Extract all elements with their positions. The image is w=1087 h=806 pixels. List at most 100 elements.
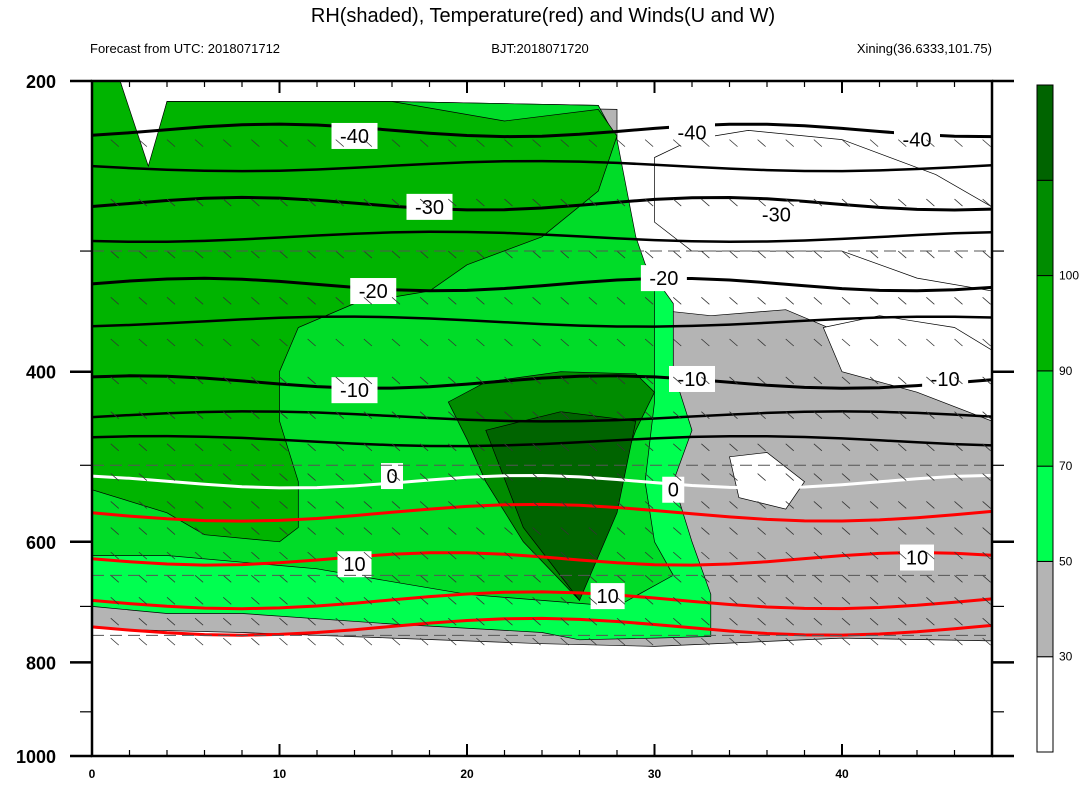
- wind-barb: [785, 443, 795, 452]
- wind-barb: [532, 250, 541, 259]
- wind-barb: [307, 637, 316, 646]
- wind-barb: [672, 473, 682, 481]
- wind-barb: [757, 551, 766, 560]
- wind-barb: [476, 575, 485, 583]
- wind-barb: [335, 297, 345, 305]
- wind-barb: [701, 250, 710, 259]
- wind-barb: [110, 637, 120, 646]
- wind-barb: [644, 527, 654, 535]
- wind-barb: [813, 250, 823, 259]
- wind-barb: [926, 297, 935, 305]
- wind-barb: [616, 297, 626, 305]
- wind-barb: [476, 551, 485, 560]
- wind-barb: [588, 597, 598, 605]
- forecast-subtitle: Forecast from UTC: 2018071712: [90, 41, 280, 56]
- contour-label: -20: [359, 281, 388, 303]
- wind-barb: [447, 198, 457, 207]
- wind-barb: [279, 443, 288, 452]
- wind-barb: [138, 473, 148, 481]
- wind-barb: [307, 597, 316, 605]
- wind-barb: [841, 250, 851, 259]
- wind-barb: [251, 637, 260, 646]
- isotherm-unlabelled: [91, 434, 993, 448]
- wind-barb: [729, 338, 738, 347]
- wind-barb: [335, 376, 345, 385]
- wind-barb: [869, 443, 879, 452]
- wind-barb: [307, 376, 316, 385]
- wind-barb: [757, 617, 766, 626]
- wind-barb: [926, 338, 935, 347]
- wind-barb: [757, 443, 766, 452]
- wind-barb: [110, 198, 120, 207]
- wind-barb: [672, 411, 682, 419]
- wind-barb: [616, 597, 626, 605]
- contour-label: -40: [903, 130, 932, 152]
- wind-barb: [251, 411, 260, 419]
- wind-barb: [785, 376, 795, 385]
- contour-label-box: [753, 201, 800, 228]
- wind-barb: [138, 501, 148, 509]
- wind-barb: [222, 297, 232, 305]
- wind-barb: [419, 139, 429, 147]
- wind-barb: [138, 411, 148, 419]
- wind-barb: [616, 376, 626, 385]
- wind-barb: [897, 338, 907, 347]
- wind-barb: [757, 338, 766, 347]
- wind-barb: [307, 551, 316, 560]
- wind-barb: [363, 198, 373, 207]
- wind-barb: [701, 527, 710, 535]
- isotherm-red-upper: [91, 502, 993, 523]
- wind-barb: [757, 139, 766, 147]
- wind-barb: [110, 411, 120, 419]
- wind-barb: [504, 617, 513, 626]
- wind-barb: [447, 297, 457, 305]
- wind-barb: [251, 617, 260, 626]
- wind-barb: [194, 617, 204, 626]
- wind-barb: [616, 527, 626, 535]
- wind-barb: [447, 473, 457, 481]
- wind-barb: [222, 473, 232, 481]
- wind-barb: [701, 338, 710, 347]
- wind-barb: [588, 198, 598, 207]
- contour-label-box: [406, 193, 453, 220]
- wind-barb: [869, 297, 879, 305]
- wind-barb: [251, 250, 260, 259]
- wind-barb: [757, 250, 766, 259]
- wind-barb: [897, 443, 907, 452]
- wind-barb: [335, 139, 345, 147]
- wind-barb: [616, 139, 626, 147]
- wind-barb: [391, 338, 401, 347]
- wind-barb: [279, 473, 288, 481]
- wind-barb: [841, 617, 851, 626]
- wind-barb: [954, 617, 963, 626]
- wind-barb: [110, 376, 120, 385]
- y-tick-label: 400: [26, 363, 56, 383]
- wind-barb: [729, 443, 738, 452]
- wind-barb: [701, 297, 710, 305]
- wind-barb: [194, 198, 204, 207]
- wind-barb: [251, 198, 260, 207]
- wind-barb: [166, 297, 176, 305]
- wind-barb: [419, 297, 429, 305]
- wind-barb: [138, 198, 148, 207]
- wind-barb: [363, 139, 373, 147]
- wind-barb: [560, 376, 570, 385]
- wind-barb: [194, 443, 204, 452]
- y-tick-label: 200: [26, 72, 56, 92]
- wind-barb: [251, 575, 260, 583]
- wind-barb: [194, 473, 204, 481]
- wind-barb: [813, 376, 823, 385]
- contour-label: 10: [597, 586, 619, 608]
- wind-barb: [672, 551, 682, 560]
- wind-barb: [532, 617, 541, 626]
- isotherm-0: [91, 473, 993, 490]
- wind-barb: [419, 250, 429, 259]
- wind-barb: [729, 551, 738, 560]
- wind-barb: [672, 250, 682, 259]
- wind-barb: [729, 139, 738, 147]
- wind-barb: [222, 527, 232, 535]
- wind-barb: [644, 501, 654, 509]
- wind-barb: [138, 250, 148, 259]
- wind-barb: [982, 501, 991, 509]
- wind-barb: [504, 575, 513, 583]
